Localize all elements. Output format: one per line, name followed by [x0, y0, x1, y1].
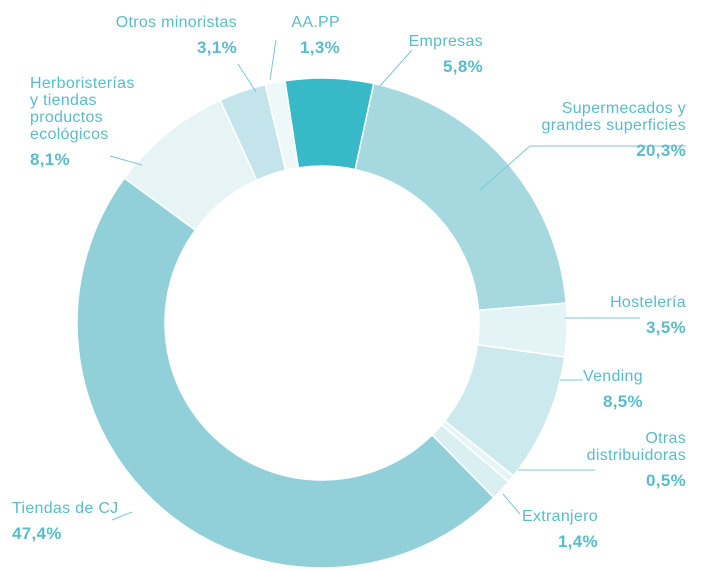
segment-label: Otras distribuidoras 0,5% — [587, 430, 686, 489]
category-label: Supermecados y grandes superficies — [541, 100, 686, 134]
leader-line — [379, 49, 413, 87]
segment-label: Otros minoristas 3,1% — [116, 14, 237, 56]
donut-segment — [264, 79, 300, 172]
value-label: 5,8% — [443, 57, 483, 76]
segment-label: Hostelería 3,5% — [610, 294, 686, 336]
leader-line — [479, 145, 686, 191]
value-label: 1,3% — [300, 38, 340, 57]
category-label: Empresas — [408, 33, 483, 50]
value-label: 47,4% — [12, 524, 62, 543]
category-label: AA.PP — [291, 14, 340, 31]
category-label: Otros minoristas — [115, 14, 237, 31]
segment-label: Herboristerías y tiendas productos ecoló… — [30, 75, 135, 168]
category-label: Extranjero — [522, 508, 598, 525]
value-label: 8,1% — [30, 150, 70, 169]
category-label: Herboristerías y tiendas productos ecoló… — [30, 75, 135, 143]
category-label: Vending — [583, 368, 643, 385]
value-label: 3,1% — [197, 38, 237, 57]
segment-label: Vending 8,5% — [583, 368, 643, 410]
leader-line — [502, 493, 521, 515]
donut-segment — [76, 177, 495, 569]
category-label: Hostelería — [610, 294, 686, 311]
value-label: 3,5% — [646, 318, 686, 337]
category-label: Otras distribuidoras — [586, 430, 686, 464]
category-label: Tiendas de CJ — [12, 500, 119, 517]
segment-label: Extranjero 1,4% — [522, 508, 598, 550]
leader-line — [109, 155, 143, 166]
segment-label: Tiendas de CJ 47,4% — [12, 500, 118, 542]
leader-line — [111, 511, 133, 521]
leader-line — [269, 39, 277, 81]
value-label: 20,3% — [636, 141, 686, 160]
value-label: 0,5% — [646, 471, 686, 490]
leader-line — [237, 63, 257, 93]
value-label: 8,5% — [602, 392, 643, 411]
segment-label: AA.PP 1,3% — [291, 14, 340, 56]
segment-label: Supermecados y grandes superficies 20,3% — [542, 100, 686, 159]
segment-label: Empresas 5,8% — [409, 33, 483, 75]
value-label: 1,4% — [557, 532, 598, 551]
donut-segment — [354, 82, 568, 312]
